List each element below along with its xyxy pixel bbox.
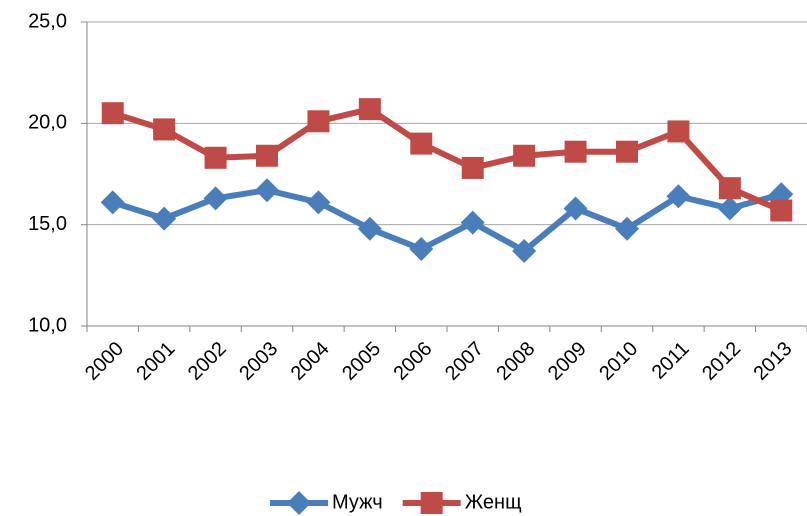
legend-marker [420,492,443,514]
point [204,146,227,169]
point [306,190,331,215]
point [717,196,742,221]
point [770,199,793,222]
x-tick-label: 2004 [287,338,334,385]
point [152,206,177,231]
point [256,144,278,167]
point [410,132,433,155]
point [307,110,330,133]
legend-marker [287,491,311,515]
point [203,186,228,211]
x-tick-label: 2012 [698,338,745,385]
x-tick-label: 2013 [750,338,797,385]
point [357,216,382,241]
x-tick-label: 2002 [184,338,231,385]
x-tick-label: 2005 [338,338,385,385]
point [615,216,639,241]
point [460,210,485,235]
point [616,140,638,163]
point [667,120,690,143]
point [255,178,279,203]
point [513,144,536,167]
x-tick-label: 2000 [81,338,128,385]
x-tick-label: 2003 [235,338,282,385]
x-tick-label: 2006 [390,338,437,385]
y-tick-label: 15,0 [28,213,67,235]
point [100,190,125,215]
point [409,236,434,261]
point [512,239,537,264]
point [564,140,587,163]
x-tick-label: 2008 [492,338,539,385]
legend-label: Женщ [465,491,522,513]
point [101,102,124,125]
point [153,118,176,141]
point [718,177,741,200]
y-tick-label: 25,0 [28,10,67,32]
legend-label: Мужч [332,491,383,513]
y-tick-label: 20,0 [28,112,67,134]
point [461,156,484,179]
x-tick-label: 2007 [441,338,488,385]
x-tick-label: 2009 [544,338,591,385]
point [666,184,691,209]
x-tick-label: 2011 [648,338,694,384]
point [563,196,588,221]
x-tick-label: 2010 [595,338,642,385]
point [358,98,381,121]
y-tick-label: 10,0 [28,314,67,336]
x-tick-label: 2001 [132,338,179,385]
